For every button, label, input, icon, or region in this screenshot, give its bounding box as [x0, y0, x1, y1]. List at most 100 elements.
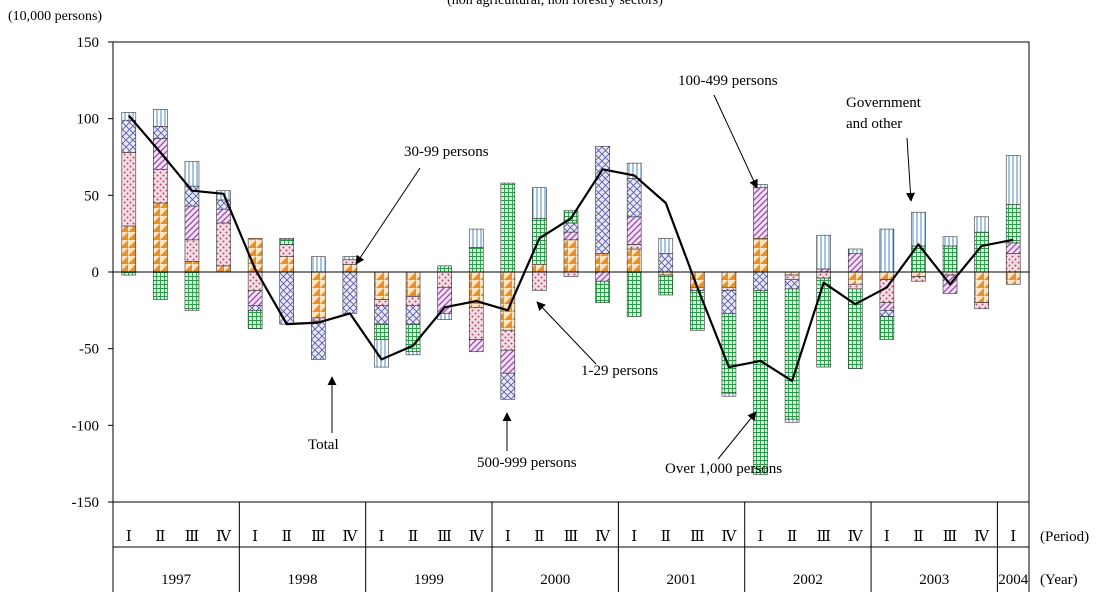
annotation-over-1000-arrow — [717, 411, 757, 460]
y-tick-label: -50 — [79, 342, 99, 358]
bar-segment-s2-q10 — [437, 287, 452, 314]
quarter-label: Ⅱ — [913, 529, 923, 545]
bar-segment-s0-q6 — [311, 271, 326, 319]
bar-segment-s1-q8 — [374, 299, 389, 307]
quarter-label: Ⅰ — [126, 529, 132, 545]
bar-segment-s1-q0 — [121, 152, 137, 227]
bar-segment-s2-q23 — [847, 253, 863, 273]
y-tick-label: 150 — [77, 35, 100, 51]
bar-segment-s1-q22 — [816, 271, 831, 279]
bar-segment-s0-q3 — [216, 265, 231, 273]
bar-segment-s4-q8 — [374, 323, 389, 340]
bar-segment-s2-q4 — [247, 290, 263, 307]
quarter-label: Ⅱ — [787, 529, 797, 545]
bar-segment-s0-q15 — [595, 253, 610, 273]
bar-segment-s1-q25 — [911, 276, 926, 282]
year-label: 1999 — [414, 572, 444, 588]
annotation-government-line1: Government — [846, 95, 922, 111]
annotation-500-999: 500-999 persons — [477, 455, 577, 471]
quarter-label: Ⅳ — [342, 529, 358, 545]
year-label: 2004 — [998, 572, 1029, 588]
quarter-label: Ⅲ — [437, 529, 451, 545]
bar-segment-s4-q5 — [279, 239, 295, 245]
bar-segment-s0-q2 — [184, 260, 200, 273]
bar-segment-s5-q9 — [405, 351, 421, 356]
annotation-100-499-arrow — [713, 94, 758, 189]
year-label: 2000 — [540, 572, 570, 588]
y-axis-ticks: 150 100 50 0 -50 -100 -150 — [72, 35, 113, 511]
bar-segment-s5-q24 — [879, 228, 895, 273]
bar-segment-s3-q4 — [247, 305, 263, 311]
bar-segment-s1-q14 — [563, 271, 579, 277]
bar-segment-s2-q15 — [595, 271, 610, 282]
bar-segment-s3-q0 — [121, 119, 137, 153]
bar-segment-s3-q9 — [405, 305, 421, 325]
bar-segment-s3-q7 — [342, 271, 358, 314]
bar-segment-s1-q3 — [216, 222, 231, 267]
bar-segment-s0-q5 — [279, 256, 295, 273]
bar-segment-s3-q15 — [595, 145, 610, 254]
bar-segment-s5-q1 — [153, 109, 168, 127]
bar-segment-s4-q11 — [468, 247, 484, 273]
total-line — [127, 114, 1014, 382]
y-tick-label: -100 — [72, 418, 100, 434]
bar-segment-s1-q5 — [279, 244, 295, 257]
quarter-label: Ⅰ — [379, 529, 385, 545]
bar-segment-s0-q7 — [342, 264, 358, 273]
annotation-30-99-arrow — [355, 167, 421, 265]
bar-segment-s2-q16 — [626, 216, 642, 245]
bar-segment-s2-q20 — [753, 187, 768, 239]
year-label: 1998 — [288, 572, 318, 588]
bar-segment-s2-q14 — [563, 231, 579, 241]
year-label: 2001 — [667, 572, 697, 588]
quarter-label: Ⅰ — [631, 529, 637, 545]
bar-segment-s1-q21 — [784, 274, 800, 280]
annotation-over-1000: Over 1,000 persons — [665, 461, 782, 477]
bar-segment-s4-q24 — [879, 316, 895, 340]
annotation-total: Total — [308, 437, 339, 453]
quarter-label: Ⅲ — [943, 529, 957, 545]
quarter-label: Ⅰ — [758, 529, 764, 545]
x-axis-table: Ⅰ Ⅱ Ⅲ Ⅳ Ⅰ Ⅱ Ⅲ Ⅳ Ⅰ Ⅱ Ⅲ Ⅳ Ⅰ Ⅱ Ⅲ Ⅳ Ⅰ Ⅱ Ⅲ Ⅳ Ⅰ Ⅱ Ⅲ Ⅳ Ⅰ Ⅱ Ⅲ Ⅳ Ⅰ 1997 1998 199… — [112, 502, 1030, 592]
bar-segment-s2-q3 — [216, 208, 231, 224]
bar-segment-s0-q9 — [405, 271, 421, 297]
chart-title: (non agricultural, non forestry sectors) — [447, 0, 663, 8]
bar-segment-s4-q23 — [847, 288, 863, 369]
bar-segment-s3-q14 — [563, 222, 579, 233]
bar-segment-s1-q7 — [342, 259, 358, 265]
quarter-label: Ⅱ — [282, 529, 292, 545]
quarter-label: Ⅱ — [534, 529, 544, 545]
y-tick-label: 0 — [92, 265, 100, 281]
bar-segment-s0-q13 — [532, 264, 547, 273]
bar-segment-s1-q12 — [500, 329, 516, 351]
bar-segment-s5-q19 — [721, 392, 737, 397]
bar-segment-s4-q12 — [500, 182, 516, 273]
bar-segment-s1-q16 — [626, 244, 642, 250]
bar-segment-s4-q26 — [942, 245, 958, 273]
y-tick-label: -150 — [72, 495, 100, 511]
quarter-label: Ⅳ — [721, 529, 737, 545]
period-axis-label: (Period) — [1040, 529, 1089, 545]
quarter-label: Ⅲ — [311, 529, 325, 545]
bar-segment-s5-q28 — [1005, 155, 1021, 205]
annotation-government-arrow — [905, 137, 915, 202]
bar-segment-s0-q27 — [974, 271, 989, 303]
bar-segment-s0-q25 — [911, 271, 926, 277]
bar-segment-s5-q17 — [658, 237, 674, 254]
quarter-label: Ⅳ — [595, 529, 611, 545]
bar-segment-s1-q10 — [437, 271, 452, 288]
annotation-1-29: 1-29 persons — [581, 363, 658, 379]
annotation-1-29-arrow — [536, 301, 597, 365]
bar-segment-s5-q11 — [468, 228, 484, 248]
bar-segment-s1-q13 — [532, 271, 547, 291]
bar-segment-s1-q27 — [974, 302, 989, 310]
bar-segment-s0-q20 — [753, 237, 768, 273]
quarter-label: Ⅲ — [816, 529, 830, 545]
bar-segment-s3-q19 — [721, 290, 737, 314]
year-axis-label: (Year) — [1040, 572, 1078, 588]
quarter-label: Ⅳ — [469, 529, 485, 545]
quarter-label: Ⅳ — [848, 529, 864, 545]
bar-segment-s1-q9 — [405, 296, 421, 307]
quarter-label: Ⅲ — [185, 529, 199, 545]
bars — [121, 109, 1021, 475]
